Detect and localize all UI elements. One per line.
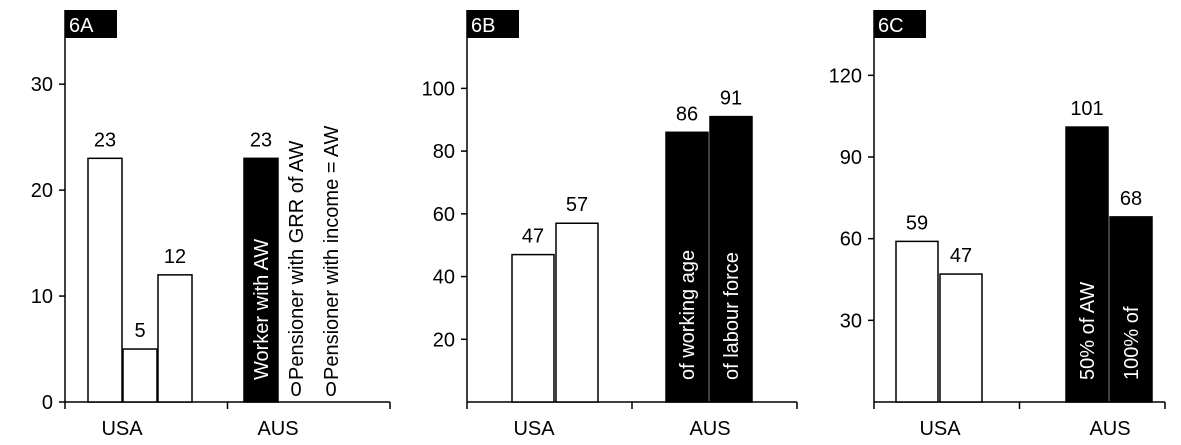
y-tick-label: 30 — [31, 74, 53, 96]
panel-6b: 20 40 60 80 100 USA AUS 47 86 of working age 57 91 o… — [422, 10, 798, 440]
y-tick-label: 90 — [840, 147, 862, 169]
bar-inner-label: of labour force — [721, 252, 743, 380]
bar — [939, 273, 983, 403]
bar — [243, 157, 279, 403]
bar — [709, 115, 753, 403]
y-tick-label: 10 — [31, 286, 53, 308]
data-label: 47 — [950, 245, 972, 267]
y-tick-label: 20 — [433, 329, 455, 351]
y-tick-label: 30 — [840, 310, 862, 332]
panel-tag — [467, 10, 519, 38]
category-label-aus: AUS — [257, 418, 298, 440]
category-label-aus: AUS — [689, 418, 730, 440]
y-tick-label: 0 — [42, 392, 53, 414]
data-label: 91 — [720, 88, 742, 110]
data-label: 59 — [906, 212, 928, 234]
panel-tag — [65, 10, 117, 38]
bar — [895, 240, 939, 403]
bar — [122, 348, 158, 403]
bar-inner-label: 50% of AW — [1077, 282, 1099, 380]
data-label: 86 — [676, 103, 698, 125]
data-label: 68 — [1120, 188, 1142, 210]
category-label-usa: USA — [513, 418, 555, 440]
bar-inner-label: of working age — [677, 250, 699, 380]
panel-6c: 30 60 90 120 USA AUS 59 101 50% of AW 47 68 100% of… — [829, 10, 1166, 440]
bar-inner-label: Pensioner with GRR of AW — [286, 141, 308, 380]
bar — [157, 274, 193, 403]
data-label: 5 — [134, 320, 145, 342]
panel-tag-label: 6C — [878, 15, 904, 37]
panel-tag — [874, 10, 926, 38]
panel-tag-label: 6A — [69, 15, 94, 37]
data-label: 12 — [164, 246, 186, 268]
category-label-aus: AUS — [1089, 418, 1130, 440]
data-label: 23 — [94, 129, 116, 151]
data-label: 0 — [290, 379, 301, 401]
category-label-usa: USA — [101, 418, 143, 440]
bar — [87, 157, 123, 403]
data-label: 47 — [522, 226, 544, 248]
bar — [555, 222, 599, 403]
bar-inner-label: Pensioner with income = AW — [321, 126, 343, 380]
bar — [511, 253, 555, 403]
bar-inner-label: Worker with AW — [251, 239, 273, 380]
bar-inner-label: 100% of — [1121, 306, 1143, 380]
y-tick-label: 120 — [829, 65, 862, 87]
y-tick-label: 40 — [433, 267, 455, 289]
bar — [1065, 126, 1109, 403]
data-label: 101 — [1070, 98, 1103, 120]
y-tick-label: 80 — [433, 141, 455, 163]
y-tick-label: 20 — [31, 180, 53, 202]
y-tick-label: 60 — [840, 229, 862, 251]
category-label-usa: USA — [919, 418, 961, 440]
data-label: 57 — [566, 194, 588, 216]
y-tick-label: 60 — [433, 204, 455, 226]
data-label: 23 — [250, 129, 272, 151]
bar — [665, 131, 709, 403]
data-label: 0 — [325, 379, 336, 401]
panel-tag-label: 6B — [471, 15, 495, 37]
bar — [1109, 216, 1153, 403]
y-tick-label: 100 — [422, 78, 455, 100]
